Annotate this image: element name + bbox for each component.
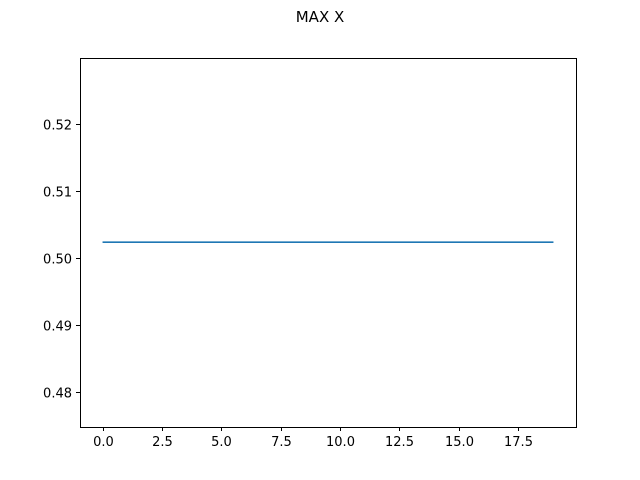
x-tick-label: 2.5 — [152, 435, 173, 450]
x-tick-label: 17.5 — [504, 435, 533, 450]
x-tick-label: 15.0 — [445, 435, 474, 450]
x-tick-label: 7.5 — [271, 435, 292, 450]
x-axis-ticks: 0.0 2.5 5.0 7.5 10.0 12.5 15.0 17.5 — [93, 427, 533, 450]
x-tick-label: 0.0 — [93, 435, 114, 450]
chart-title: MAX X — [296, 8, 345, 26]
x-tick-label: 5.0 — [211, 435, 232, 450]
y-tick-label: 0.50 — [43, 253, 72, 268]
y-axis-ticks: 0.48 0.49 0.50 0.51 0.52 — [43, 119, 80, 402]
x-tick-label: 10.0 — [326, 435, 355, 450]
y-tick-label: 0.51 — [43, 186, 72, 201]
y-tick-label: 0.49 — [43, 320, 72, 335]
axes-frame — [80, 58, 577, 428]
y-tick-label: 0.48 — [43, 387, 72, 402]
x-tick-label: 12.5 — [385, 435, 414, 450]
y-tick-label: 0.52 — [43, 119, 72, 134]
